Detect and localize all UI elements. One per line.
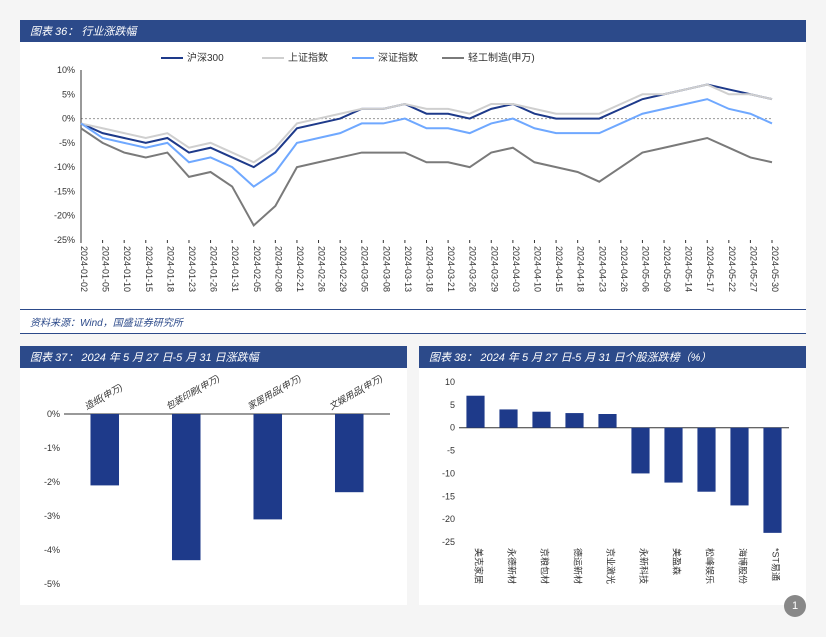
svg-text:文娱用品(申万): 文娱用品(申万) — [327, 374, 384, 412]
svg-text:京粮包材: 京粮包材 — [540, 548, 551, 584]
svg-text:包装印刷(申万): 包装印刷(申万) — [164, 374, 221, 412]
svg-text:永德新材: 永德新材 — [507, 548, 518, 584]
chart-36-source: 资料来源：Wind，国盛证券研究所 — [20, 309, 806, 334]
svg-text:2024-02-08: 2024-02-08 — [273, 246, 283, 292]
svg-text:海博股份: 海博股份 — [738, 548, 749, 584]
svg-text:-15%: -15% — [54, 186, 75, 196]
page-marker: 1 — [784, 595, 806, 617]
svg-text:永新科技: 永新科技 — [639, 548, 650, 584]
svg-text:2024-01-05: 2024-01-05 — [101, 246, 111, 292]
svg-text:2024-05-09: 2024-05-09 — [662, 246, 672, 292]
chart-36-body: 沪深300 上证指数 深证指数 轻工制造(申万) -25% -20% -15% -10% -5%… — [20, 42, 806, 309]
svg-text:-4%: -4% — [44, 545, 60, 555]
svg-text:2024-05-06: 2024-05-06 — [640, 246, 650, 292]
svg-text:-3%: -3% — [44, 511, 60, 521]
svg-text:2024-05-17: 2024-05-17 — [705, 246, 715, 292]
svg-text:-15: -15 — [442, 491, 455, 501]
svg-text:0%: 0% — [62, 114, 75, 124]
svg-text:-25: -25 — [442, 537, 455, 547]
chart-38-title-prefix: 图表 38： — [429, 352, 477, 364]
svg-text:10: 10 — [445, 377, 455, 387]
svg-text:2024-02-26: 2024-02-26 — [317, 246, 327, 292]
svg-text:2024-03-29: 2024-03-29 — [489, 246, 499, 292]
chart-38-title-text: 2024 年 5 月 27 日-5 月 31 日个股涨跌榜（%） — [480, 352, 711, 364]
svg-text:2024-02-05: 2024-02-05 — [252, 246, 262, 292]
chart-37-title: 图表 37： 2024 年 5 月 27 日-5 月 31 日涨跌幅 — [20, 346, 407, 368]
svg-text:2024-04-15: 2024-04-15 — [554, 246, 564, 292]
svg-text:2024-05-22: 2024-05-22 — [727, 246, 737, 292]
svg-text:2024-01-31: 2024-01-31 — [230, 246, 240, 292]
svg-text:轻工制造(申万): 轻工制造(申万) — [468, 51, 535, 64]
svg-text:-25%: -25% — [54, 235, 75, 245]
svg-text:2024-03-08: 2024-03-08 — [381, 246, 391, 292]
chart-36-title-prefix: 图表 36： — [30, 26, 78, 38]
chart-38-body: -25 -20 -15 -10 -5 0 5 10 美克家居 永德新材 京粮包材 德运新材 京业激光 永新… — [419, 368, 806, 605]
chart-36-panel: 图表 36： 行业涨跌幅 沪深300 上证指数 深证指数 轻工制造(申万) -25% -2… — [20, 20, 806, 334]
svg-text:2024-01-15: 2024-01-15 — [144, 246, 154, 292]
svg-text:京业激光: 京业激光 — [606, 548, 617, 584]
svg-text:2024-01-23: 2024-01-23 — [187, 246, 197, 292]
svg-text:-10%: -10% — [54, 162, 75, 172]
svg-text:2024-04-03: 2024-04-03 — [511, 246, 521, 292]
svg-text:2024-03-21: 2024-03-21 — [446, 246, 456, 292]
svg-text:2024-05-27: 2024-05-27 — [748, 246, 758, 292]
chart-37-body: -5% -4% -3% -2% -1% 0% 造纸(申万) 包装印刷(申万) 家居用品(申万) 文… — [20, 368, 407, 605]
svg-text:0: 0 — [450, 423, 455, 433]
svg-text:-2%: -2% — [44, 477, 60, 487]
svg-text:2024-01-02: 2024-01-02 — [79, 246, 89, 292]
svg-text:-20%: -20% — [54, 211, 75, 221]
svg-text:-5%: -5% — [44, 579, 60, 589]
chart-36-title-text: 行业涨跌幅 — [81, 26, 136, 38]
svg-text:2024-04-10: 2024-04-10 — [532, 246, 542, 292]
chart-37-svg: -5% -4% -3% -2% -1% 0% 造纸(申万) 包装印刷(申万) 家居用品(申万) 文… — [26, 374, 396, 594]
svg-text:2024-04-26: 2024-04-26 — [619, 246, 629, 292]
svg-text:2024-01-18: 2024-01-18 — [165, 246, 175, 292]
chart-37-panel: 图表 37： 2024 年 5 月 27 日-5 月 31 日涨跌幅 -5% -4… — [20, 346, 407, 605]
svg-text:-20: -20 — [442, 514, 455, 524]
svg-text:美克家居: 美克家居 — [474, 548, 485, 584]
svg-text:2024-05-30: 2024-05-30 — [770, 246, 780, 292]
svg-text:*ST易通: *ST易通 — [771, 548, 781, 581]
chart-37-title-prefix: 图表 37： — [30, 352, 78, 364]
svg-text:美盈森: 美盈森 — [672, 548, 683, 575]
svg-text:家居用品(申万): 家居用品(申万) — [246, 374, 303, 412]
chart-36-svg: 沪深300 上证指数 深证指数 轻工制造(申万) -25% -20% -15% -10% -5%… — [26, 48, 782, 298]
svg-text:-5%: -5% — [59, 138, 75, 148]
svg-text:10%: 10% — [57, 65, 75, 75]
svg-text:2024-04-23: 2024-04-23 — [597, 246, 607, 292]
chart-38-panel: 图表 38： 2024 年 5 月 27 日-5 月 31 日个股涨跌榜（%） … — [419, 346, 806, 605]
svg-text:沪深300: 沪深300 — [187, 51, 224, 64]
svg-text:德运新材: 德运新材 — [573, 548, 584, 584]
chart-36-title: 图表 36： 行业涨跌幅 — [20, 20, 806, 42]
chart-37-title-text: 2024 年 5 月 27 日-5 月 31 日涨跌幅 — [81, 352, 258, 364]
svg-text:2024-05-14: 2024-05-14 — [684, 246, 694, 292]
chart-38-title: 图表 38： 2024 年 5 月 27 日-5 月 31 日个股涨跌榜（%） — [419, 346, 806, 368]
svg-text:5: 5 — [450, 400, 455, 410]
svg-text:2024-03-13: 2024-03-13 — [403, 246, 413, 292]
svg-text:上证指数: 上证指数 — [288, 51, 328, 64]
svg-text:2024-01-26: 2024-01-26 — [209, 246, 219, 292]
svg-text:2024-02-21: 2024-02-21 — [295, 246, 305, 292]
svg-text:造纸(申万): 造纸(申万) — [83, 382, 124, 412]
chart-38-svg: -25 -20 -15 -10 -5 0 5 10 美克家居 永德新材 京粮包材 德运新材 京业激光 永新… — [425, 374, 795, 594]
svg-text:-5: -5 — [447, 446, 455, 456]
svg-text:5%: 5% — [62, 89, 75, 99]
svg-text:松峰娱乐: 松峰娱乐 — [705, 548, 716, 584]
svg-text:2024-03-26: 2024-03-26 — [468, 246, 478, 292]
svg-text:2024-02-29: 2024-02-29 — [338, 246, 348, 292]
svg-text:深证指数: 深证指数 — [378, 51, 418, 64]
svg-text:-1%: -1% — [44, 443, 60, 453]
svg-text:0%: 0% — [47, 409, 60, 419]
svg-text:-10: -10 — [442, 468, 455, 478]
svg-text:2024-03-18: 2024-03-18 — [425, 246, 435, 292]
svg-text:2024-03-05: 2024-03-05 — [360, 246, 370, 292]
svg-text:2024-01-10: 2024-01-10 — [122, 246, 132, 292]
svg-text:2024-04-18: 2024-04-18 — [576, 246, 586, 292]
